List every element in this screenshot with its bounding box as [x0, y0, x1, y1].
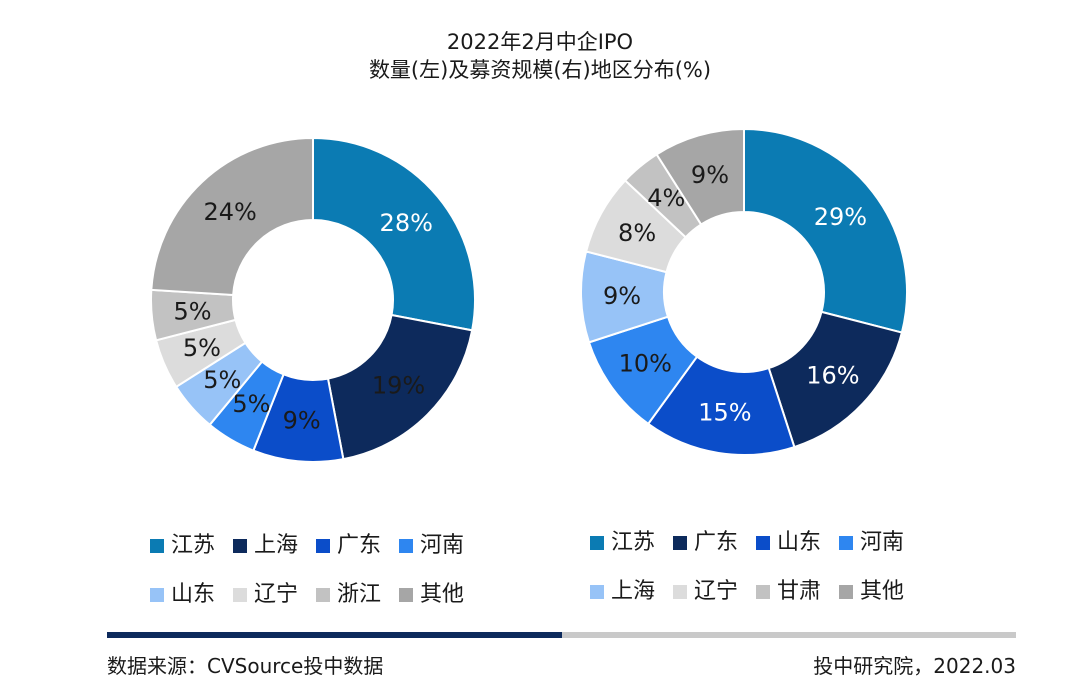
legend-count: 江苏 上海 广东 河南山东 辽宁 浙江 其他: [150, 533, 464, 608]
funding-label-3: 15%: [698, 398, 751, 426]
legend-label: 上海: [254, 533, 299, 558]
legend-label: 浙江: [337, 582, 382, 607]
count-legend-item-2: 上海: [233, 533, 298, 559]
funding-slice-2: [767, 310, 904, 449]
count-legend-item-4: 河南: [399, 533, 464, 559]
count-label-1: 28%: [380, 209, 433, 237]
legend-swatch: [233, 588, 248, 602]
legend-label: 广东: [694, 530, 739, 555]
funding-slice-1: [743, 128, 908, 334]
count-label-6: 5%: [183, 334, 221, 362]
funding-label-8: 9%: [691, 161, 729, 189]
funding-legend-item-3: 山东: [756, 530, 821, 556]
legend-label: 辽宁: [254, 582, 299, 607]
count-label-5: 5%: [203, 366, 241, 394]
legend-swatch: [590, 536, 604, 550]
count-label-2: 19%: [372, 372, 425, 400]
count-slice-2: [326, 313, 474, 461]
legend-swatch: [399, 588, 414, 602]
legend-label: 其他: [860, 579, 905, 604]
funding-legend-item-2: 广东: [673, 530, 738, 556]
count-slice-1: [312, 137, 476, 332]
legend-swatch: [150, 539, 164, 553]
legend-label: 山东: [171, 582, 216, 607]
legend-swatch: [756, 585, 771, 599]
legend-label: 其他: [420, 582, 465, 607]
legend-swatch: [233, 539, 248, 553]
legend-swatch: [590, 585, 604, 599]
funding-legend-item-8: 其他: [839, 579, 904, 605]
legend-label: 山东: [777, 530, 822, 555]
source-note: 数据来源：CVSource投中数据: [107, 654, 384, 678]
legend-swatch: [316, 588, 331, 602]
funding-label-5: 9%: [603, 282, 641, 310]
legend-label: 上海: [611, 579, 656, 604]
funding-label-4: 10%: [619, 350, 672, 378]
count-legend-item-3: 广东: [316, 533, 381, 559]
footer-divider-light: [562, 632, 1016, 638]
legend-label: 甘肃: [777, 579, 822, 604]
chart-title-line2: 数量(左)及募资规模(右)地区分布(%): [368, 58, 712, 82]
chart-title-line1: 2022年2月中企IPO: [446, 30, 634, 54]
legend-swatch: [839, 536, 854, 550]
count-label-7: 5%: [173, 297, 211, 325]
funding-legend-item-7: 甘肃: [756, 579, 821, 605]
funding-legend-item-6: 辽宁: [673, 579, 738, 605]
count-legend-item-6: 辽宁: [233, 582, 298, 608]
count-legend-item-8: 其他: [399, 582, 464, 608]
funding-label-1: 29%: [814, 203, 867, 231]
legend-label: 广东: [337, 533, 382, 558]
legend-label: 江苏: [171, 533, 216, 558]
legend-label: 辽宁: [694, 579, 739, 604]
donut-chart-count: 28%19%9%5%5%5%5%24%: [150, 137, 476, 463]
footer-divider-dark: [107, 632, 562, 638]
count-legend-item-5: 山东: [150, 582, 215, 608]
legend-swatch: [150, 588, 164, 602]
count-label-3: 9%: [283, 406, 321, 434]
funding-label-2: 16%: [806, 362, 859, 390]
count-slice-8: [150, 137, 314, 297]
legend-swatch: [756, 536, 771, 550]
legend-label: 江苏: [611, 530, 656, 555]
legend-swatch: [673, 585, 688, 599]
funding-legend-item-5: 上海: [590, 579, 655, 605]
legend-swatch: [673, 536, 688, 550]
funding-legend-item-1: 江苏: [590, 530, 655, 556]
count-legend-item-7: 浙江: [316, 582, 381, 608]
legend-funding: 江苏 广东 山东 河南上海 辽宁 甘肃 其他: [590, 530, 904, 605]
donut-chart-funding: 29%16%15%10%9%8%4%9%: [580, 128, 908, 456]
legend-swatch: [399, 539, 414, 553]
funding-slice-8: [655, 128, 745, 226]
count-label-8: 24%: [203, 198, 256, 226]
count-label-4: 5%: [232, 390, 270, 418]
legend-label: 河南: [420, 533, 465, 558]
funding-legend-item-4: 河南: [839, 530, 904, 556]
funding-label-6: 8%: [618, 219, 656, 247]
legend-swatch: [839, 585, 854, 599]
publisher-credit: 投中研究院，2022.03: [813, 654, 1016, 678]
legend-swatch: [316, 539, 331, 553]
legend-label: 河南: [860, 530, 905, 555]
count-legend-item-1: 江苏: [150, 533, 215, 559]
